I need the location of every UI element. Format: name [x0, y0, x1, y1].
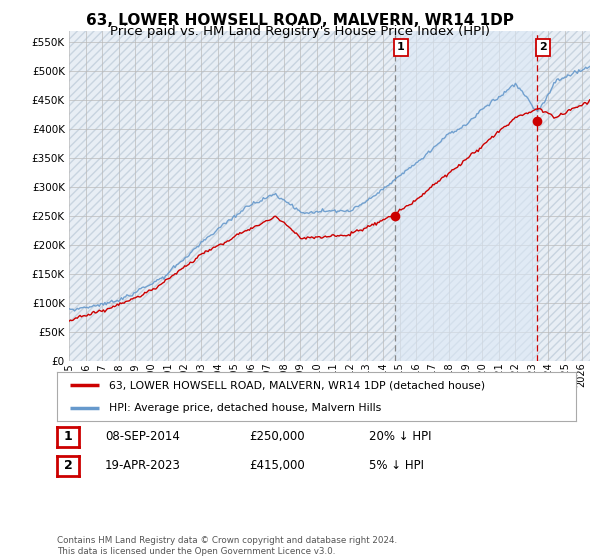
- Text: Price paid vs. HM Land Registry's House Price Index (HPI): Price paid vs. HM Land Registry's House …: [110, 25, 490, 38]
- Text: Contains HM Land Registry data © Crown copyright and database right 2024.
This d: Contains HM Land Registry data © Crown c…: [57, 536, 397, 556]
- Text: 63, LOWER HOWSELL ROAD, MALVERN, WR14 1DP (detached house): 63, LOWER HOWSELL ROAD, MALVERN, WR14 1D…: [109, 380, 485, 390]
- Text: 63, LOWER HOWSELL ROAD, MALVERN, WR14 1DP: 63, LOWER HOWSELL ROAD, MALVERN, WR14 1D…: [86, 13, 514, 29]
- Bar: [395, 31, 537, 361]
- Text: 08-SEP-2014: 08-SEP-2014: [105, 430, 180, 444]
- Text: £415,000: £415,000: [249, 459, 305, 473]
- Text: 5% ↓ HPI: 5% ↓ HPI: [369, 459, 424, 473]
- Text: 1: 1: [64, 430, 73, 444]
- Text: HPI: Average price, detached house, Malvern Hills: HPI: Average price, detached house, Malv…: [109, 403, 381, 413]
- Text: 2: 2: [64, 459, 73, 473]
- Text: 2: 2: [539, 43, 547, 52]
- Text: 20% ↓ HPI: 20% ↓ HPI: [369, 430, 431, 444]
- Text: 19-APR-2023: 19-APR-2023: [105, 459, 181, 473]
- Text: 1: 1: [397, 43, 405, 52]
- Text: £250,000: £250,000: [249, 430, 305, 444]
